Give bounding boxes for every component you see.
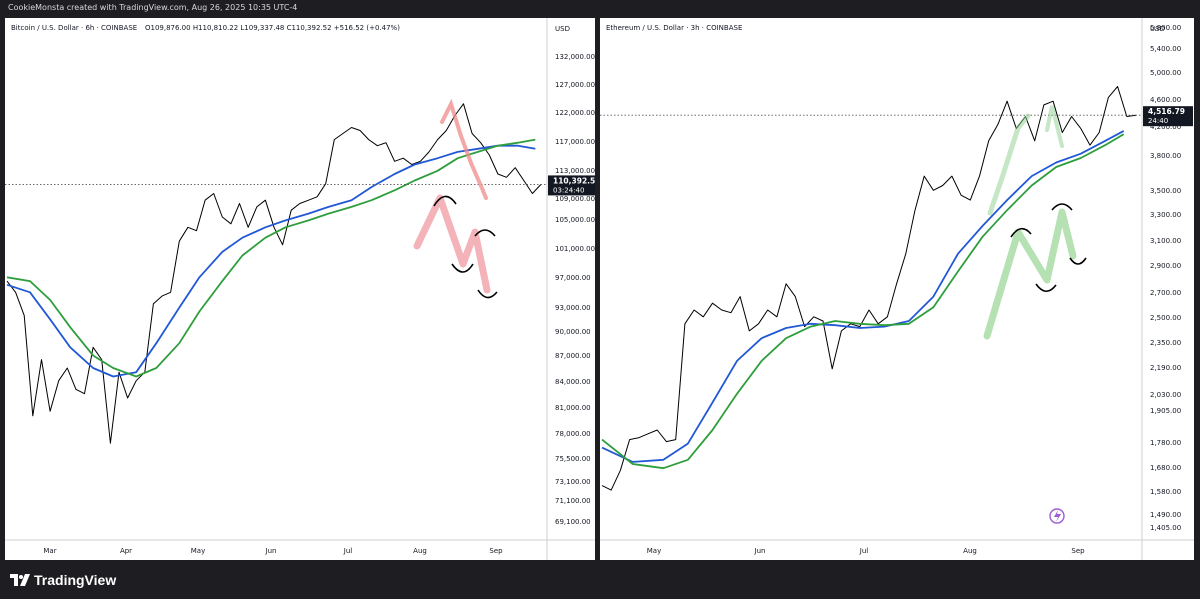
y-tick-label: 4,200.00 xyxy=(1150,123,1181,131)
creator-caption: CookieMonsta created with TradingView.co… xyxy=(8,3,298,12)
price-line xyxy=(6,103,542,444)
y-tick-label: 2,350.00 xyxy=(1150,339,1181,347)
swing-low-arc xyxy=(1035,283,1057,293)
last-price-label: 4,516.79 xyxy=(1148,107,1185,116)
projection-path xyxy=(413,194,491,294)
y-tick-label: 1,680.00 xyxy=(1150,464,1181,472)
top-caption-bar: CookieMonsta created with TradingView.co… xyxy=(0,0,1200,18)
swing-low-arc xyxy=(451,263,474,273)
x-tick-label: Jun xyxy=(265,547,277,555)
currency-label: USD xyxy=(1150,25,1165,33)
y-tick-label: 113,000.00 xyxy=(555,167,595,175)
y-tick-label: 101,000.00 xyxy=(555,245,595,253)
tradingview-logo[interactable]: TradingView xyxy=(10,572,116,588)
y-tick-label: 2,030.00 xyxy=(1150,391,1181,399)
y-tick-label: 69,100.00 xyxy=(555,518,591,526)
y-tick-label: 117,000.00 xyxy=(555,138,595,146)
projection-highlight xyxy=(1045,105,1064,148)
tradingview-logo-icon xyxy=(10,574,30,586)
countdown-label: 24:40 xyxy=(1148,117,1168,125)
y-tick-label: 84,000.00 xyxy=(555,378,591,386)
y-tick-label: 71,100.00 xyxy=(555,497,591,505)
swing-high-arc xyxy=(433,195,457,207)
y-tick-label: 2,900.00 xyxy=(1150,262,1181,270)
panel-separator xyxy=(595,18,600,560)
last-price-label: 110,392.52 xyxy=(553,176,595,185)
y-tick-label: 1,580.00 xyxy=(1150,488,1181,496)
y-tick-label: 5,800.00 xyxy=(1150,24,1181,32)
y-tick-label: 3,800.00 xyxy=(1150,152,1181,160)
y-tick-label: 87,000.00 xyxy=(555,352,591,360)
x-tick-label: Jun xyxy=(754,547,766,555)
moving-average-line xyxy=(6,138,536,378)
x-tick-label: May xyxy=(647,547,661,555)
moving-average-line xyxy=(601,130,1125,463)
bitcoin-chart-panel[interactable]: Bitcoin / U.S. Dollar · 6h · COINBASE O10… xyxy=(5,18,600,560)
last-price-badge xyxy=(1143,106,1193,127)
countdown-label: 03:24:40 xyxy=(553,186,584,194)
y-tick-label: 1,780.00 xyxy=(1150,439,1181,447)
y-tick-label: 1,490.00 xyxy=(1150,511,1181,519)
y-tick-label: 3,100.00 xyxy=(1150,237,1181,245)
y-tick-label: 127,000.00 xyxy=(555,81,595,89)
y-tick-label: 78,000.00 xyxy=(555,430,591,438)
y-tick-label: 3,500.00 xyxy=(1150,187,1181,195)
y-tick-label: 1,405.00 xyxy=(1150,524,1181,532)
swing-high-arc xyxy=(1010,227,1032,238)
y-tick-label: 4,600.00 xyxy=(1150,96,1181,104)
ohlc-readout: O109,876.00 H110,810.22 L109,337.48 C110… xyxy=(145,24,400,32)
y-tick-label: 132,000.00 xyxy=(555,53,595,61)
y-tick-label: 75,500.00 xyxy=(555,455,591,463)
swing-low-arc xyxy=(1069,257,1087,265)
x-tick-label: Sep xyxy=(1071,547,1085,555)
x-tick-label: Aug xyxy=(413,547,427,555)
y-tick-label: 73,100.00 xyxy=(555,478,591,486)
x-tick-label: May xyxy=(191,547,205,555)
y-tick-label: 2,500.00 xyxy=(1150,314,1181,322)
y-tick-label: 1,905.00 xyxy=(1150,407,1181,415)
chart-title: Bitcoin / U.S. Dollar · 6h · COINBASE xyxy=(11,24,137,32)
swing-high-arc xyxy=(1051,203,1073,211)
y-tick-label: 122,000.00 xyxy=(555,109,595,117)
y-tick-label: 3,300.00 xyxy=(1150,211,1181,219)
y-tick-label: 2,190.00 xyxy=(1150,364,1181,372)
bitcoin-chart[interactable]: Bitcoin / U.S. Dollar · 6h · COINBASE O10… xyxy=(5,18,600,560)
y-tick-label: 93,000.00 xyxy=(555,304,591,312)
y-tick-label: 81,000.00 xyxy=(555,404,591,412)
projection-path xyxy=(983,208,1077,340)
swing-high-arc xyxy=(474,229,496,237)
y-tick-label: 5,000.00 xyxy=(1150,69,1181,77)
x-tick-label: Jul xyxy=(343,547,353,555)
x-tick-label: Mar xyxy=(43,547,56,555)
x-tick-label: Jul xyxy=(859,547,869,555)
y-tick-label: 2,700.00 xyxy=(1150,289,1181,297)
last-price-badge xyxy=(548,175,598,196)
tradingview-brand-text: TradingView xyxy=(34,572,117,588)
chart-title: Ethereum / U.S. Dollar · 3h · COINBASE xyxy=(606,24,742,32)
x-tick-label: Aug xyxy=(963,547,977,555)
moving-average-line xyxy=(601,133,1125,470)
y-tick-label: 90,000.00 xyxy=(555,328,591,336)
y-tick-label: 109,000.00 xyxy=(555,195,595,203)
projection-highlight xyxy=(440,98,488,200)
y-tick-label: 105,000.00 xyxy=(555,216,595,224)
currency-label: USD xyxy=(555,25,570,33)
x-tick-label: Apr xyxy=(120,547,132,555)
y-tick-label: 97,000.00 xyxy=(555,274,591,282)
x-tick-label: Sep xyxy=(489,547,503,555)
price-line xyxy=(601,86,1137,491)
moving-average-line xyxy=(6,144,536,378)
ethereum-chart-panel[interactable]: Ethereum / U.S. Dollar · 3h · COINBASE US… xyxy=(600,18,1194,560)
lightning-bolt-icon xyxy=(1054,510,1061,522)
footer-bar xyxy=(0,560,1200,599)
ethereum-chart[interactable]: Ethereum / U.S. Dollar · 3h · COINBASE US… xyxy=(600,18,1194,560)
y-tick-label: 5,400.00 xyxy=(1150,45,1181,53)
swing-low-arc xyxy=(477,289,498,299)
projection-highlight xyxy=(987,113,1031,216)
